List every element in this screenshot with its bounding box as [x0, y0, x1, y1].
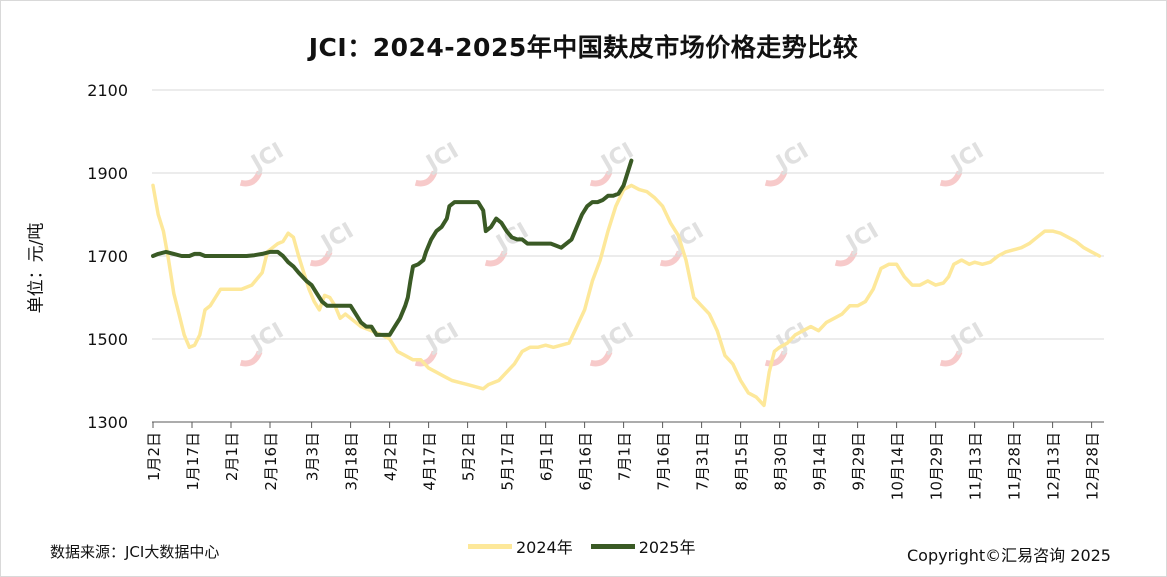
y-tick-label: 1300	[87, 413, 128, 432]
x-tick-label: 1月2日	[145, 432, 163, 481]
watermark-jci: JCI	[589, 318, 638, 367]
x-tick-label: 3月18日	[343, 432, 361, 491]
copyright-note: Copyright©汇易咨询 2025	[907, 546, 1111, 565]
chart-title: JCI：2024-2025年中国麸皮市场价格走势比较	[308, 33, 859, 62]
watermark-jci: JCI	[764, 138, 813, 187]
x-tick-label: 5月17日	[499, 432, 517, 491]
x-tick-label: 10月14日	[889, 432, 907, 500]
watermark-text: JCI	[946, 318, 988, 357]
legend-swatch-2024	[468, 543, 512, 549]
watermark-jci: JCI	[834, 218, 883, 267]
x-tick-label: 7月1日	[616, 432, 634, 481]
x-tick-label: 2月1日	[223, 432, 241, 481]
watermark-jci: JCI	[939, 318, 988, 367]
x-tick-label: 9月14日	[811, 432, 829, 491]
legend-item-2024: 2024年	[468, 534, 573, 558]
y-tick-labels: 1300 1500 1700 1900 2100	[87, 81, 128, 432]
watermark-jci: JCI	[414, 138, 463, 187]
x-tick-label: 8月30日	[772, 432, 790, 491]
x-tick-label: 7月31日	[694, 432, 712, 491]
y-tick-label: 1700	[87, 247, 128, 266]
x-tick-label: 4月2日	[382, 432, 400, 481]
x-tick-label: 9月29日	[850, 432, 868, 491]
legend-item-2025: 2025年	[590, 534, 696, 558]
grid-lines	[152, 89, 1104, 423]
x-tick-label: 5月2日	[460, 432, 478, 481]
x-tick-label: 11月13日	[967, 432, 985, 500]
legend-label-2025: 2025年	[638, 538, 696, 557]
watermark-text: JCI	[596, 318, 638, 357]
series-line-2024	[151, 183, 1102, 408]
x-tick-label: 1月17日	[184, 432, 202, 491]
x-axis: 1月2日 1月17日 2月1日 2月16日 3月3日 3月18日 4月2日 4月17日 5月2日…	[145, 422, 1102, 500]
x-tick-label: 3月3日	[304, 432, 322, 481]
x-tick-label: 6月16日	[577, 432, 595, 491]
x-tick-label: 11月28日	[1006, 432, 1024, 500]
watermark-jci: JCI	[239, 138, 288, 187]
x-tick-label: 6月1日	[538, 432, 556, 481]
watermark-text: JCI	[316, 218, 358, 257]
data-source-note: 数据来源：JCI大数据中心	[50, 543, 220, 561]
legend: 2024年 2025年	[468, 534, 713, 558]
y-tick-label: 1900	[87, 164, 128, 183]
x-tick-label: 4月17日	[421, 432, 439, 491]
legend-label-2024: 2024年	[516, 538, 573, 557]
watermark-text: JCI	[421, 318, 463, 357]
series-lines	[151, 158, 1102, 408]
series-line-2025	[151, 158, 634, 337]
watermark-text: JCI	[421, 138, 463, 177]
watermark-jci: JCI	[239, 318, 288, 367]
watermark-text: JCI	[841, 218, 883, 257]
watermark-text: JCI	[596, 138, 638, 177]
y-tick-label: 1500	[87, 330, 128, 349]
y-tick-label: 2100	[87, 81, 128, 100]
watermark-jci: JCI	[309, 218, 358, 267]
x-tick-label: 12月28日	[1084, 432, 1102, 500]
watermark-jci: JCI	[764, 318, 813, 367]
x-tick-label: 7月16日	[655, 432, 673, 491]
legend-swatch-2025	[590, 543, 635, 549]
watermark-jci: JCI	[939, 138, 988, 187]
x-tick-label: 8月15日	[733, 432, 751, 491]
x-tick-label: 2月16日	[262, 432, 280, 491]
x-tick-label: 12月13日	[1045, 432, 1063, 500]
watermark-text: JCI	[771, 138, 813, 177]
watermark-text: JCI	[946, 138, 988, 177]
watermark-text: JCI	[246, 318, 288, 357]
watermark-text: JCI	[246, 138, 288, 177]
x-tick-label: 10月29日	[928, 432, 946, 500]
